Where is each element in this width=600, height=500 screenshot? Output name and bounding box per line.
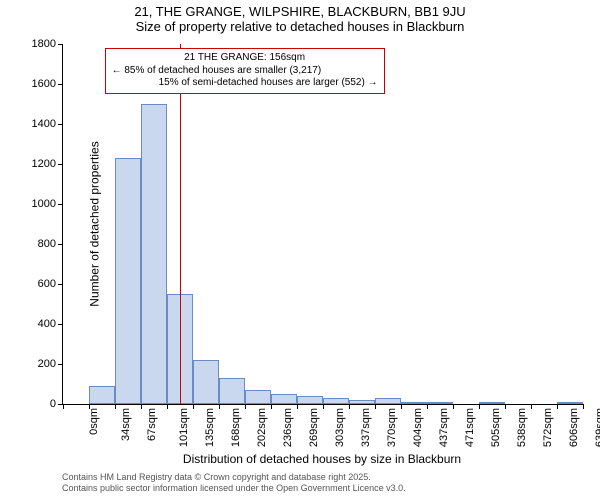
xtick-label: 269sqm [308,408,320,447]
histogram-bar [323,398,349,404]
ytick-mark [58,164,63,165]
xtick-mark [531,404,532,409]
xtick-mark [271,404,272,409]
histogram-bar [557,402,583,404]
xtick-label: 67sqm [146,408,158,441]
xtick-mark [115,404,116,409]
xtick-label: 505sqm [490,408,502,447]
ytick-label: 1200 [18,158,56,170]
histogram-bar [115,158,141,404]
annotation-box: 21 THE GRANGE: 156sqm← 85% of detached h… [105,48,385,94]
ytick-label: 1600 [18,78,56,90]
xtick-mark [375,404,376,409]
xtick-mark [401,404,402,409]
histogram-bar [245,390,271,404]
xtick-label: 101sqm [178,408,190,447]
ytick-label: 800 [18,238,56,250]
histogram-bar [375,398,401,404]
ytick-mark [58,204,63,205]
ytick-mark [58,44,63,45]
xtick-mark [219,404,220,409]
xtick-mark [505,404,506,409]
xtick-mark [323,404,324,409]
xtick-mark [245,404,246,409]
property-marker-line [180,44,181,404]
histogram-bar [193,360,219,404]
xtick-label: 404sqm [412,408,424,447]
chart-area: Number of detached properties 0200400600… [62,44,582,404]
xtick-label: 538sqm [516,408,528,447]
xtick-mark [297,404,298,409]
ytick-label: 0 [18,398,56,410]
chart-title: 21, THE GRANGE, WILPSHIRE, BLACKBURN, BB… [0,0,600,19]
histogram-bar [219,378,245,404]
histogram-bar [141,104,167,404]
xtick-label: 606sqm [568,408,580,447]
xtick-mark [479,404,480,409]
annotation-line: 15% of semi-detached houses are larger (… [112,77,378,90]
xtick-mark [453,404,454,409]
plot-region: 0200400600800100012001400160018000sqm34s… [62,44,583,405]
x-axis-label: Distribution of detached houses by size … [183,452,461,466]
ytick-mark [58,324,63,325]
xtick-label: 135sqm [204,408,216,447]
xtick-mark [167,404,168,409]
ytick-label: 1000 [18,198,56,210]
xtick-label: 437sqm [438,408,450,447]
xtick-mark [427,404,428,409]
chart-subtitle: Size of property relative to detached ho… [0,19,600,36]
ytick-mark [58,124,63,125]
ytick-label: 200 [18,358,56,370]
footer-attribution: Contains HM Land Registry data © Crown c… [62,472,406,495]
annotation-line: 21 THE GRANGE: 156sqm [112,52,378,65]
histogram-bar [401,402,427,404]
xtick-label: 337sqm [360,408,372,447]
histogram-bar [479,402,505,404]
histogram-bar [89,386,115,404]
footer-line-1: Contains HM Land Registry data © Crown c… [62,472,406,483]
annotation-line: ← 85% of detached houses are smaller (3,… [112,65,378,78]
xtick-mark [193,404,194,409]
ytick-mark [58,244,63,245]
ytick-label: 600 [18,278,56,290]
histogram-bar [349,400,375,404]
histogram-bar [271,394,297,404]
ytick-mark [58,284,63,285]
xtick-label: 471sqm [464,408,476,447]
xtick-label: 370sqm [386,408,398,447]
histogram-bar [297,396,323,404]
ytick-label: 400 [18,318,56,330]
xtick-mark [63,404,64,409]
footer-line-2: Contains public sector information licen… [62,483,406,494]
ytick-label: 1800 [18,38,56,50]
xtick-mark [349,404,350,409]
xtick-label: 303sqm [334,408,346,447]
ytick-mark [58,84,63,85]
xtick-label: 0sqm [88,408,100,435]
ytick-mark [58,364,63,365]
xtick-label: 572sqm [542,408,554,447]
ytick-label: 1400 [18,118,56,130]
xtick-mark [583,404,584,409]
xtick-mark [141,404,142,409]
xtick-label: 34sqm [120,408,132,441]
xtick-label: 236sqm [282,408,294,447]
histogram-bar [427,402,453,404]
xtick-mark [557,404,558,409]
xtick-label: 168sqm [230,408,242,447]
xtick-label: 202sqm [256,408,268,447]
xtick-label: 639sqm [594,408,600,447]
xtick-mark [89,404,90,409]
